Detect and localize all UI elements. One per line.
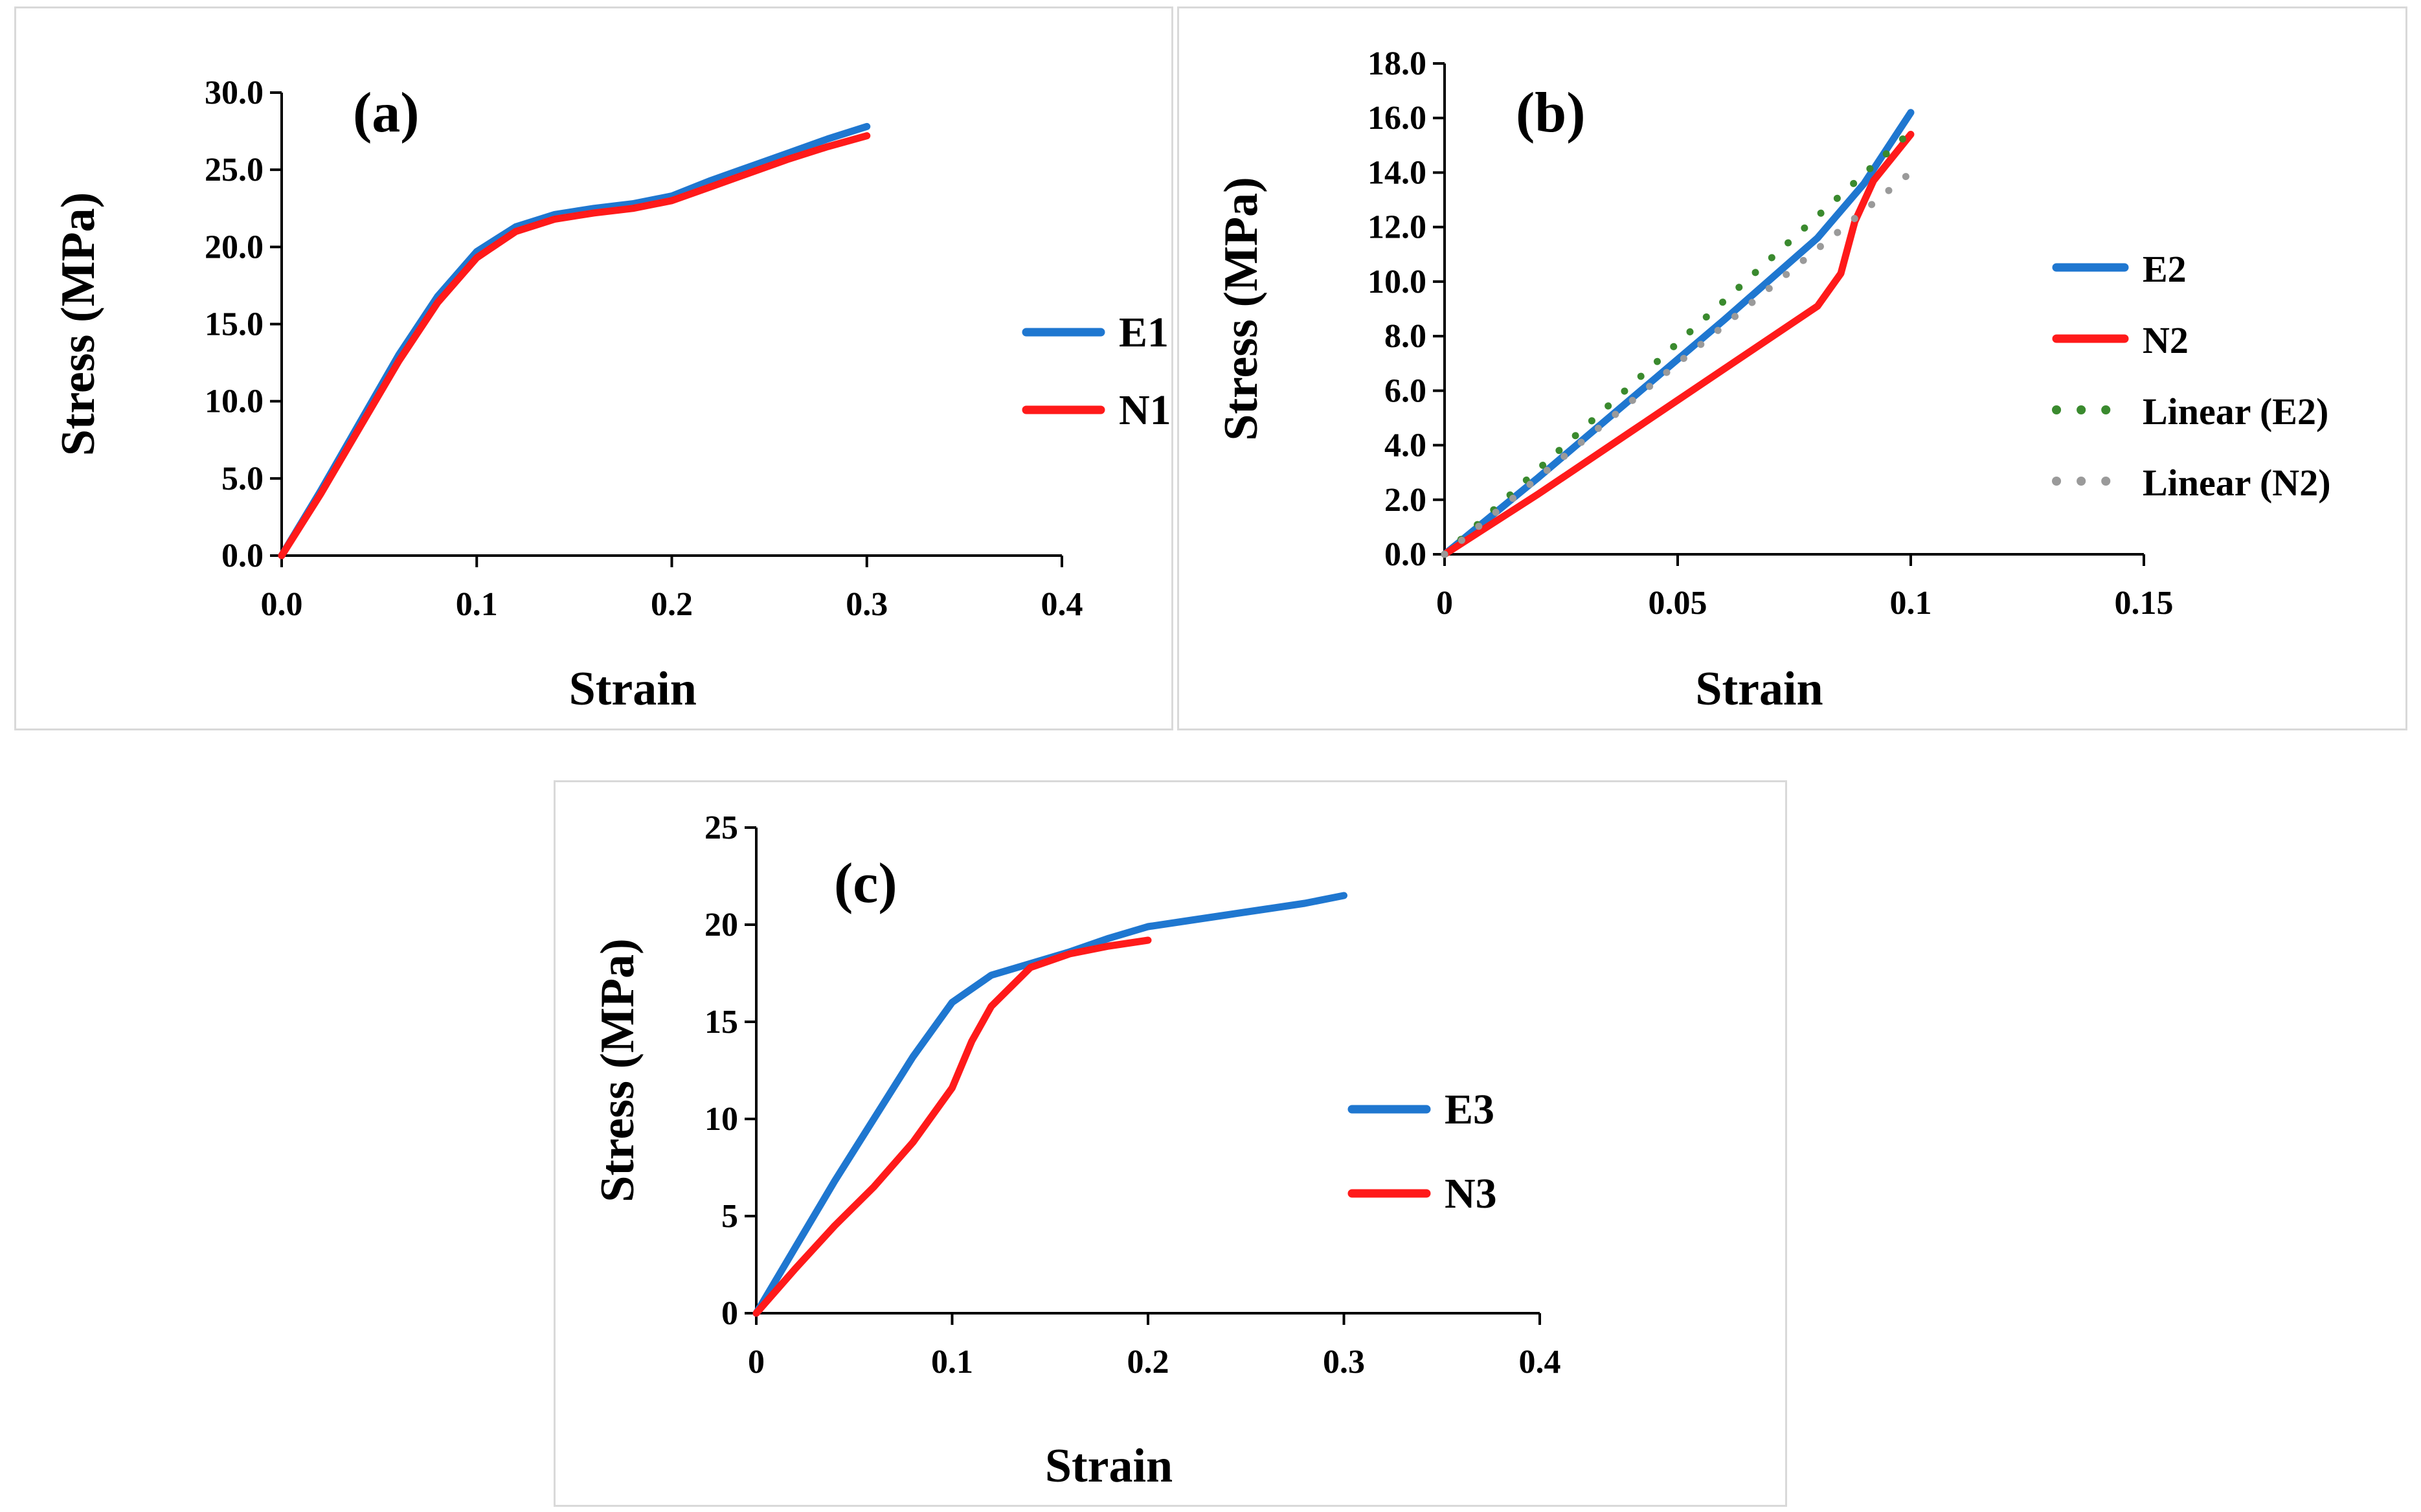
chart-b-xtick-label: 0 — [1436, 585, 1453, 622]
chart-b-ytick-label: 8.0 — [1384, 318, 1426, 355]
chart-b-ytick-label: 18.0 — [1368, 45, 1426, 82]
chart-c-ylabel: Stress (MPa) — [591, 938, 644, 1202]
chart-panel-a: 0.0 5.0 10.0 15.0 20.0 25.0 30.0 0.0 0.1 0.2 0.3 0.… — [14, 6, 1173, 730]
chart-a-xlabel: Strain — [569, 662, 697, 716]
chart-a-ytick-label: 15.0 — [205, 306, 264, 343]
chart-b-xtick-label: 0.15 — [2115, 585, 2174, 622]
chart-b-ytick-label: 14.0 — [1368, 154, 1426, 191]
chart-c-ytick-label: 20 — [704, 907, 738, 943]
chart-a-ylabel: Stress (MPa) — [52, 192, 105, 457]
chart-b-series-e2 — [1441, 109, 1915, 558]
chart-c-series-n3 — [752, 936, 1152, 1317]
chart-a-ytick-label: 25.0 — [205, 152, 264, 188]
chart-a-ytick-label: 10.0 — [205, 383, 264, 420]
chart-b-ytick-label: 0.0 — [1384, 536, 1426, 573]
chart-c-xtick-label: 0.4 — [1519, 1344, 1561, 1381]
chart-c-panel-label: (c) — [834, 852, 897, 915]
chart-a-panel-label: (a) — [353, 82, 420, 144]
chart-b-legend-label: E2 — [2143, 248, 2187, 290]
chart-c-xtick-label: 0.2 — [1127, 1344, 1169, 1381]
chart-b-panel-label: (b) — [1516, 82, 1586, 144]
chart-b-legend-label: Linear (E2) — [2143, 390, 2328, 433]
chart-a-legend-label: N1 — [1119, 387, 1171, 434]
chart-b-xlabel: Strain — [1695, 662, 1823, 716]
chart-b-series-n2 — [1441, 131, 1915, 558]
chart-c-xtick-label: 0 — [748, 1344, 765, 1381]
chart-c-legend-label: E3 — [1445, 1086, 1494, 1133]
chart-c-xtick-label: 0.1 — [931, 1344, 973, 1381]
chart-b-ytick-label: 4.0 — [1384, 427, 1426, 464]
chart-b-legend-label: N2 — [2143, 319, 2189, 361]
chart-c-ytick-label: 25 — [704, 809, 738, 846]
chart-c-ytick-label: 0 — [721, 1295, 738, 1332]
chart-a-ytick-label: 0.0 — [221, 537, 264, 574]
chart-a-xtick-label: 0.2 — [651, 586, 693, 623]
chart-c-ytick-label: 15 — [704, 1004, 738, 1041]
chart-b-ytick-label: 10.0 — [1368, 264, 1426, 300]
chart-a-series-n1 — [278, 132, 871, 559]
chart-c-xlabel: Strain — [1045, 1439, 1173, 1493]
chart-panel-b: 0.0 2.0 4.0 6.0 8.0 10.0 12.0 14.0 16.0 18.0 0 0.05… — [1177, 6, 2407, 730]
chart-a-ytick-label: 30.0 — [205, 74, 264, 111]
chart-b-ytick-label: 16.0 — [1368, 100, 1426, 137]
chart-b-xtick-label: 0.1 — [1890, 585, 1932, 622]
chart-b-svg: 0.0 2.0 4.0 6.0 8.0 10.0 12.0 14.0 16.0 18.0 0 0.05… — [1215, 45, 2331, 716]
chart-a-xtick-label: 0.0 — [261, 586, 303, 623]
chart-b-series-linear-e2 — [1441, 128, 1915, 558]
chart-b-ylabel: Stress (MPa) — [1215, 177, 1268, 441]
chart-b-ytick-label: 12.0 — [1368, 209, 1426, 246]
chart-b-ytick-label: 6.0 — [1384, 372, 1426, 409]
chart-a-legend-label: E1 — [1119, 309, 1169, 356]
chart-a-xtick-label: 0.4 — [1041, 586, 1083, 623]
chart-panel-c: 0 5 10 15 20 25 0 0.1 0.2 0.3 0.4 Strain Stress (MPa… — [554, 780, 1787, 1507]
chart-c-svg: 0 5 10 15 20 25 0 0.1 0.2 0.3 0.4 Strain Stress (MPa… — [591, 809, 1561, 1493]
chart-c-ytick-label: 5 — [721, 1198, 738, 1235]
chart-c-ytick-label: 10 — [704, 1101, 738, 1138]
chart-b-ytick-label: 2.0 — [1384, 482, 1426, 519]
chart-b-xtick-label: 0.05 — [1649, 585, 1707, 622]
chart-a-svg: 0.0 5.0 10.0 15.0 20.0 25.0 30.0 0.0 0.1 0.2 0.3 0.… — [52, 74, 1171, 716]
chart-a-ytick-label: 20.0 — [205, 229, 264, 265]
chart-b-legend-label: Linear (N2) — [2143, 462, 2331, 504]
chart-a-xtick-label: 0.3 — [846, 586, 888, 623]
chart-a-ytick-label: 5.0 — [221, 460, 264, 497]
chart-c-legend-label: N3 — [1445, 1170, 1497, 1217]
chart-a-xtick-label: 0.1 — [456, 586, 498, 623]
chart-a-series-e1 — [278, 122, 871, 559]
chart-c-xtick-label: 0.3 — [1323, 1344, 1365, 1381]
